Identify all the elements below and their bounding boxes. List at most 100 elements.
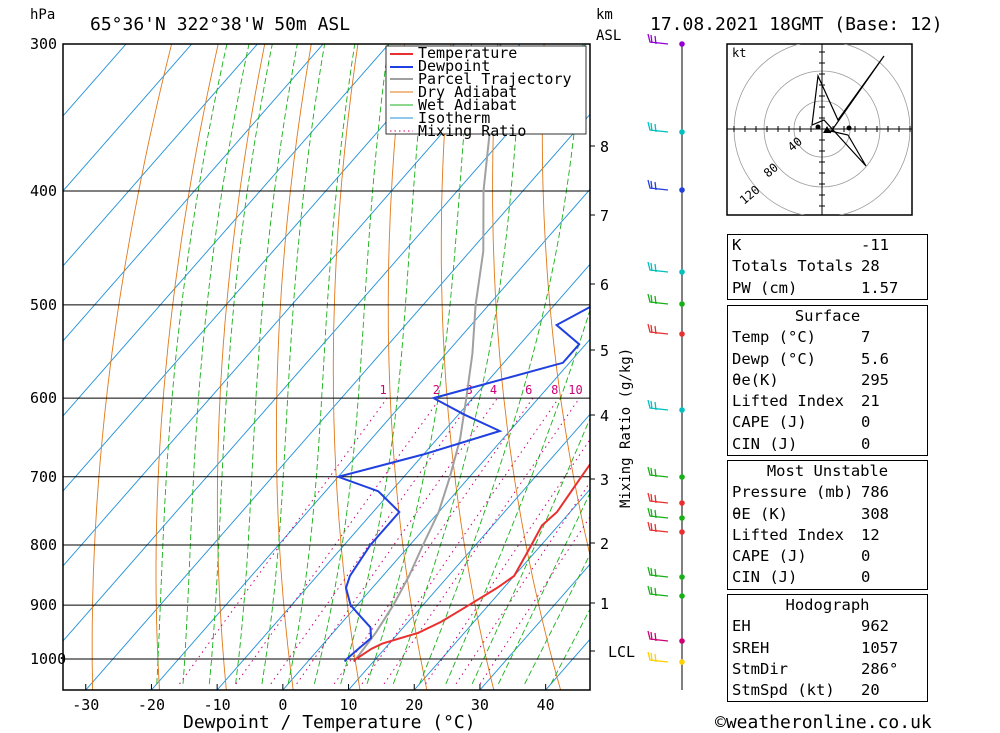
wind-barb <box>647 466 669 478</box>
mixing-ratio-label: 3 <box>466 383 473 397</box>
hodograph-point <box>846 125 852 131</box>
mu-value: 786 <box>861 483 889 502</box>
wet-adiabat-line <box>261 44 326 684</box>
mixing-ratio-label: 20 <box>635 383 649 397</box>
mu-label: CAPE (J) <box>732 547 807 566</box>
hodo-stat-row: SREH 1057 <box>728 638 927 659</box>
hodo-stat-label: StmSpd (kt) <box>732 681 835 700</box>
x-tick-label: 10 <box>340 696 358 714</box>
wet-adiabat-line <box>419 44 584 685</box>
wind-level-dot <box>679 593 685 599</box>
mu-value: 0 <box>861 568 871 587</box>
wind-barb <box>647 630 669 642</box>
index-k-value: -11 <box>861 236 889 254</box>
pressure-tick-label: 900 <box>30 596 57 614</box>
isotherm-line <box>150 188 590 690</box>
mu-label: Lifted Index <box>732 525 844 544</box>
wind-barb <box>647 121 669 133</box>
dry-adiabat-line <box>948 0 1000 708</box>
surface-value: 0 <box>861 434 871 453</box>
mixing-ratio-line <box>333 397 534 685</box>
surface-row: Lifted Index 21 <box>728 391 927 412</box>
temperature-trace <box>353 462 590 663</box>
km-unit-label: km <box>596 7 613 23</box>
wind-level-dot <box>679 129 685 135</box>
km-tick-label: 2 <box>600 535 609 553</box>
wet-adiabat-line <box>313 44 390 685</box>
wind-level-dot <box>679 638 685 644</box>
mixing-ratio-line <box>270 397 474 685</box>
km-tick-label: 3 <box>600 471 609 489</box>
pressure-tick-label: 1000 <box>30 650 66 668</box>
wind-level-dot <box>679 407 685 413</box>
hpa-unit-label: hPa <box>30 7 55 23</box>
dry-adiabat-line <box>332 44 361 690</box>
surface-row: CAPE (J) 0 <box>728 412 927 433</box>
isotherm-line <box>63 44 259 267</box>
most-unstable-title: Most Unstable <box>766 462 889 480</box>
wind-barb <box>647 492 669 504</box>
km-tick-label: 6 <box>600 276 609 294</box>
hodograph-stats-title: Hodograph <box>785 596 870 614</box>
mu-value: 0 <box>861 547 871 566</box>
hodo-stat-label: SREH <box>732 638 770 657</box>
wet-adiabat-line <box>524 553 590 685</box>
wind-level-dot <box>679 515 685 521</box>
isotherm-line <box>63 44 127 117</box>
dry-adiabat-line <box>440 44 495 690</box>
surface-value: 0 <box>861 413 871 432</box>
storm-motion-marker <box>823 126 831 133</box>
pressure-tick-label: 300 <box>30 35 57 53</box>
dry-adiabat-line <box>387 44 428 690</box>
mixing-ratio-label: 8 <box>551 383 558 397</box>
dry-adiabat-line <box>155 44 219 690</box>
isotherm-line <box>413 488 590 690</box>
mu-label: Pressure (mb) <box>732 483 854 502</box>
isotherm-line <box>63 44 193 192</box>
wind-barb <box>647 33 669 45</box>
mu-row: CAPE (J) 0 <box>728 546 927 567</box>
isotherm-line <box>85 113 590 690</box>
surface-label: Temp (°C) <box>732 328 816 347</box>
index-pw-value: 1.57 <box>861 278 899 297</box>
legend-wet-adiabat: Wet Adiabat <box>418 96 517 114</box>
km-tick-label: 4 <box>600 407 609 425</box>
dry-adiabat-line <box>275 44 312 690</box>
index-k-label: K <box>732 236 742 254</box>
hodograph-stats-panel: Hodograph EH 962 SREH 1057 StmDir 286° StmSpd … <box>727 594 928 703</box>
isotherm-line <box>63 44 324 342</box>
wet-adiabat-line <box>366 44 473 685</box>
legend-temperature: Temperature <box>418 44 517 62</box>
wind-level-dot <box>679 659 685 665</box>
surface-row: Temp (°C) 7 <box>728 327 927 348</box>
wind-level-dot <box>679 500 685 506</box>
wind-profile <box>647 33 685 690</box>
mixing-ratio-axis-label: Mixing Ratio (g/kg) <box>618 348 634 508</box>
x-tick-label: -10 <box>204 696 231 714</box>
x-axis-label: Dewpoint / Temperature (°C) <box>183 712 476 733</box>
wind-level-dot <box>679 574 685 580</box>
mixing-ratio-line <box>235 397 441 685</box>
wind-level-dot <box>679 529 685 535</box>
surface-label: CIN (J) <box>732 434 798 453</box>
pressure-tick-label: 600 <box>30 389 57 407</box>
mu-row: θE (K) 308 <box>728 504 927 525</box>
x-tick-label: 0 <box>278 696 287 714</box>
mu-label: CIN (J) <box>732 568 798 587</box>
mixing-ratio-line <box>455 481 590 685</box>
pressure-tick-label: 500 <box>30 296 57 314</box>
wet-adiabat-line <box>392 44 524 685</box>
x-tick-label: 20 <box>405 696 423 714</box>
surface-row: θe(K) 295 <box>728 370 927 391</box>
legend-dry-adiabat: Dry Adiabat <box>418 83 517 101</box>
surface-panel: Surface Temp (°C) 7 Dewp (°C) 5.6 θe(K) 295 Li… <box>727 305 928 457</box>
wet-adiabat-line <box>287 44 356 684</box>
mixing-ratio-line <box>179 397 388 685</box>
asl-unit-label: ASL <box>596 28 621 44</box>
surface-label: CAPE (J) <box>732 413 807 432</box>
mixing-ratio-label: 10 <box>568 383 582 397</box>
wind-level-dot <box>679 301 685 307</box>
dry-adiabat-line <box>492 44 562 690</box>
mu-row: Lifted Index 12 <box>728 525 927 546</box>
